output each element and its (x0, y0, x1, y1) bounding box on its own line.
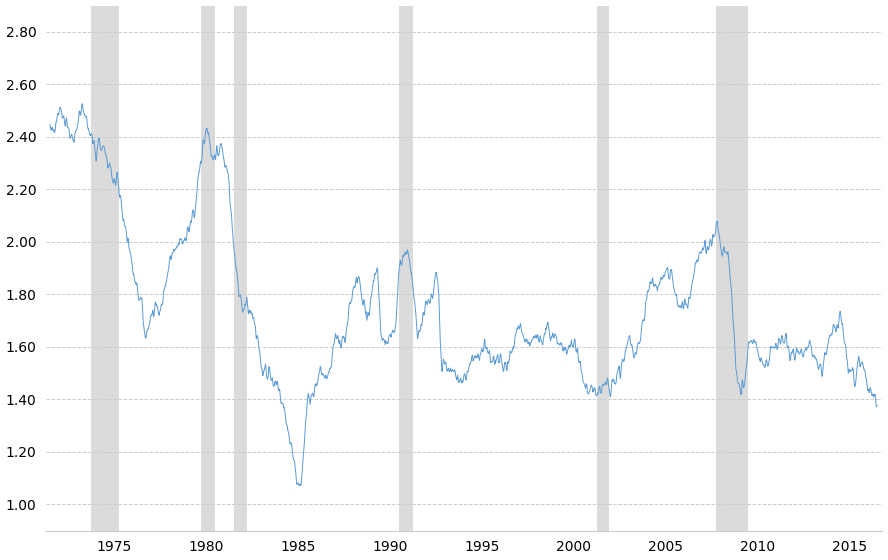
Bar (597, 6, 609, 531)
Bar (91, 6, 119, 531)
Bar (202, 6, 215, 531)
Bar (716, 6, 749, 531)
Bar (234, 6, 248, 531)
Bar (399, 6, 413, 531)
